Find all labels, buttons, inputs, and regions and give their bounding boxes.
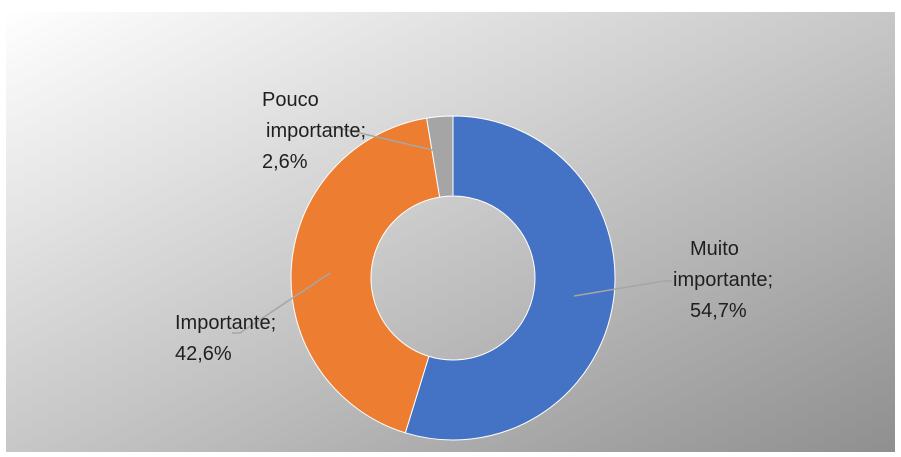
data-label-muito-importante-value: 54,7% bbox=[690, 300, 747, 322]
data-label-muito-importante-name-1: Muito bbox=[690, 238, 739, 260]
data-label-muito-importante-name-2: importante; bbox=[673, 269, 773, 291]
data-label-importante-value: 42,6% bbox=[175, 343, 232, 365]
data-label-pouco-importante-value: 2,6% bbox=[262, 151, 308, 173]
data-label-pouco-importante-name-2: importante; bbox=[266, 120, 366, 142]
data-label-importante-name-1: Importante; bbox=[175, 312, 276, 334]
data-label-pouco-importante-name-1: Pouco bbox=[262, 89, 319, 111]
